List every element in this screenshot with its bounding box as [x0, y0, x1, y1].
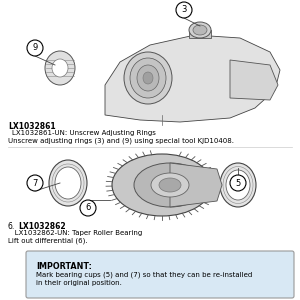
Text: 5: 5	[236, 178, 241, 188]
FancyBboxPatch shape	[26, 251, 294, 298]
Text: IMPORTANT:: IMPORTANT:	[36, 262, 92, 271]
Circle shape	[176, 2, 192, 18]
Polygon shape	[105, 35, 280, 122]
Text: Mark bearing cups (5) and (7) so that they can be re-installed: Mark bearing cups (5) and (7) so that th…	[36, 272, 252, 278]
Ellipse shape	[124, 52, 172, 104]
Ellipse shape	[49, 160, 87, 206]
Text: in their original position.: in their original position.	[36, 280, 122, 286]
Polygon shape	[230, 60, 278, 100]
Polygon shape	[170, 163, 222, 207]
Ellipse shape	[189, 22, 211, 38]
Ellipse shape	[55, 167, 81, 199]
Text: Lift out differential (6).: Lift out differential (6).	[8, 237, 88, 244]
Ellipse shape	[52, 59, 68, 77]
Circle shape	[27, 40, 43, 56]
Ellipse shape	[226, 170, 250, 200]
Bar	[189, 30, 211, 38]
Text: 6.: 6.	[8, 222, 15, 231]
Ellipse shape	[220, 163, 256, 207]
Ellipse shape	[130, 58, 166, 98]
Text: LX1032861: LX1032861	[8, 122, 56, 131]
Text: LX1032862-UN: Taper Roller Bearing: LX1032862-UN: Taper Roller Bearing	[8, 230, 142, 236]
Circle shape	[230, 175, 246, 191]
Ellipse shape	[159, 178, 181, 192]
Ellipse shape	[137, 65, 159, 91]
Text: LX1032861-UN: Unscrew Adjusting Rings: LX1032861-UN: Unscrew Adjusting Rings	[12, 130, 156, 136]
Text: 7: 7	[32, 178, 38, 188]
Circle shape	[80, 200, 96, 216]
Text: 6: 6	[85, 203, 91, 212]
Text: Unscrew adjusting rings (3) and (9) using special tool KJD10408.: Unscrew adjusting rings (3) and (9) usin…	[8, 137, 234, 143]
Ellipse shape	[143, 72, 153, 84]
Text: LX1032862: LX1032862	[18, 222, 66, 231]
Ellipse shape	[193, 25, 207, 35]
Text: 9: 9	[32, 44, 38, 52]
Ellipse shape	[134, 163, 206, 207]
Text: 3: 3	[181, 5, 187, 14]
Ellipse shape	[112, 154, 212, 216]
Circle shape	[27, 175, 43, 191]
Ellipse shape	[45, 51, 75, 85]
Ellipse shape	[151, 173, 189, 197]
